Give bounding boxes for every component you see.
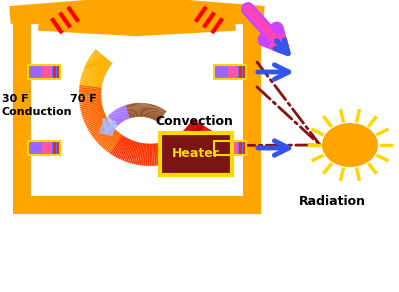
Bar	[214, 65, 246, 79]
Bar	[160, 133, 232, 175]
Bar	[28, 65, 60, 79]
Bar	[57, 65, 59, 79]
Bar	[214, 141, 246, 155]
Bar	[53, 65, 55, 79]
Bar	[28, 65, 60, 79]
Bar	[28, 141, 60, 155]
Bar	[42, 65, 52, 79]
Ellipse shape	[322, 123, 378, 167]
Text: 70 F: 70 F	[70, 94, 97, 104]
Bar	[239, 65, 241, 79]
Text: Convection: Convection	[155, 115, 233, 128]
Bar	[228, 141, 238, 155]
Bar	[57, 141, 59, 155]
Bar	[214, 141, 246, 155]
Bar	[42, 141, 52, 155]
Text: 30 F: 30 F	[2, 94, 29, 104]
Text: Radiation: Radiation	[298, 195, 365, 208]
Bar	[214, 65, 228, 79]
Bar	[243, 141, 245, 155]
Bar	[28, 141, 60, 155]
Bar	[28, 141, 42, 155]
Text: Conduction: Conduction	[2, 107, 73, 117]
Bar	[214, 65, 246, 79]
Text: Heater: Heater	[172, 147, 220, 160]
Bar	[243, 65, 245, 79]
Bar	[28, 65, 42, 79]
Bar	[239, 141, 241, 155]
Bar	[160, 133, 232, 175]
Bar	[228, 65, 238, 79]
Bar	[53, 141, 55, 155]
Bar	[22, 15, 252, 205]
Bar	[214, 141, 228, 155]
